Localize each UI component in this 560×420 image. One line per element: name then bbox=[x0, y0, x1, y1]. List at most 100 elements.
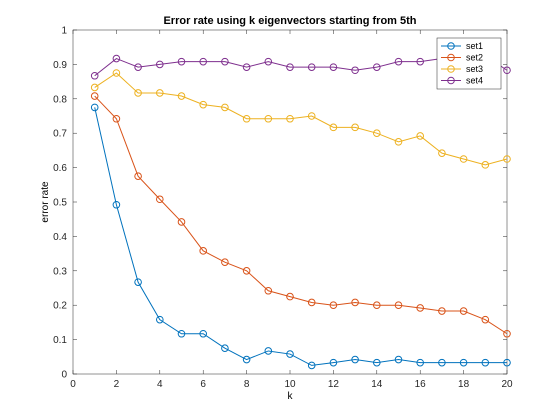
legend-label: set2 bbox=[466, 53, 483, 63]
data-point bbox=[134, 172, 142, 180]
data-point bbox=[112, 54, 121, 63]
x-axis-ticks: 0 2 4 6 8 10 12 14 16 18 20 bbox=[70, 30, 513, 390]
series-set4 bbox=[90, 52, 511, 80]
y-tick-label: 1 bbox=[61, 26, 67, 37]
data-point bbox=[112, 69, 121, 77]
data-point bbox=[307, 298, 316, 307]
legend-marker bbox=[447, 53, 455, 62]
data-point bbox=[90, 83, 99, 92]
x-tick-label: 0 bbox=[70, 379, 76, 390]
data-point bbox=[351, 298, 359, 307]
data-point bbox=[242, 267, 251, 275]
data-point bbox=[264, 286, 273, 295]
data-point bbox=[307, 112, 316, 120]
x-tick-label: 10 bbox=[284, 379, 296, 390]
series-set2 bbox=[90, 92, 511, 338]
data-point bbox=[394, 301, 403, 310]
x-tick-label: 20 bbox=[501, 379, 513, 390]
y-axis-ticks: 0 0.1 0.2 0.3 0.4 0.5 0.6 0.7 0.8 0.9 1 bbox=[53, 26, 507, 381]
data-point bbox=[351, 123, 359, 132]
data-point bbox=[177, 329, 186, 338]
legend-marker bbox=[447, 76, 455, 85]
data-point bbox=[329, 63, 338, 71]
data-point bbox=[199, 329, 207, 338]
data-point bbox=[416, 304, 425, 312]
data-point bbox=[177, 218, 186, 226]
data-point bbox=[134, 278, 142, 286]
data-point bbox=[438, 149, 446, 157]
legend-marker bbox=[447, 65, 455, 73]
data-point bbox=[177, 57, 186, 66]
data-point bbox=[286, 63, 294, 71]
x-tick-label: 8 bbox=[244, 379, 250, 390]
data-point bbox=[481, 315, 490, 324]
legend-item-set2: set2 bbox=[441, 53, 483, 63]
data-point bbox=[199, 100, 207, 109]
data-point bbox=[307, 63, 316, 71]
data-point bbox=[329, 301, 338, 310]
data-point bbox=[351, 355, 359, 364]
data-point bbox=[416, 57, 425, 66]
y-axis-label: error rate bbox=[40, 181, 51, 223]
data-point bbox=[459, 358, 468, 367]
data-point bbox=[394, 138, 403, 146]
x-tick-label: 12 bbox=[328, 379, 340, 390]
data-point bbox=[503, 66, 511, 75]
data-point bbox=[329, 123, 338, 132]
data-point bbox=[481, 161, 490, 169]
chart-title: Error rate using k eigenvectors starting… bbox=[163, 15, 416, 27]
data-point bbox=[221, 258, 229, 267]
data-point bbox=[156, 315, 164, 324]
data-point bbox=[503, 329, 511, 338]
y-tick-label: 0.2 bbox=[53, 301, 67, 312]
data-point bbox=[221, 103, 229, 112]
legend-item-set1: set1 bbox=[441, 41, 483, 51]
x-tick-label: 14 bbox=[371, 379, 383, 390]
data-point bbox=[156, 89, 164, 97]
data-point bbox=[264, 57, 273, 66]
data-point bbox=[199, 57, 207, 66]
x-tick-label: 16 bbox=[415, 379, 427, 390]
x-tick-label: 18 bbox=[458, 379, 470, 390]
data-point bbox=[156, 195, 164, 204]
data-point bbox=[286, 292, 294, 301]
y-tick-label: 0 bbox=[61, 370, 67, 381]
data-point bbox=[373, 301, 381, 310]
data-point bbox=[394, 57, 403, 66]
data-point bbox=[199, 247, 207, 255]
data-point bbox=[90, 103, 99, 112]
x-tick-label: 6 bbox=[200, 379, 206, 390]
x-tick-label: 4 bbox=[157, 379, 163, 390]
data-point bbox=[264, 347, 273, 355]
y-tick-label: 0.6 bbox=[53, 163, 67, 174]
legend-item-set4: set4 bbox=[441, 76, 483, 86]
data-point bbox=[242, 114, 251, 123]
data-point bbox=[134, 89, 142, 97]
data-point bbox=[373, 129, 381, 137]
series-set3 bbox=[90, 69, 511, 169]
y-tick-label: 0.1 bbox=[53, 335, 67, 346]
data-point bbox=[394, 355, 403, 364]
x-axis-label: k bbox=[288, 391, 294, 402]
data-point bbox=[286, 114, 294, 123]
data-point bbox=[459, 155, 468, 163]
data-point bbox=[112, 114, 121, 123]
legend-label: set4 bbox=[466, 76, 483, 86]
data-point bbox=[90, 92, 99, 100]
data-point bbox=[242, 63, 251, 71]
data-point bbox=[503, 358, 511, 367]
data-point bbox=[221, 344, 229, 353]
y-tick-label: 0.8 bbox=[53, 94, 67, 105]
y-tick-label: 0.9 bbox=[53, 60, 67, 71]
legend-item-set3: set3 bbox=[441, 64, 483, 74]
data-point bbox=[90, 71, 99, 80]
data-point bbox=[416, 132, 425, 140]
data-point bbox=[481, 358, 490, 367]
data-point bbox=[112, 200, 121, 209]
data-point bbox=[307, 361, 316, 370]
data-point bbox=[221, 57, 229, 66]
data-point bbox=[242, 355, 251, 364]
data-point bbox=[459, 307, 468, 315]
